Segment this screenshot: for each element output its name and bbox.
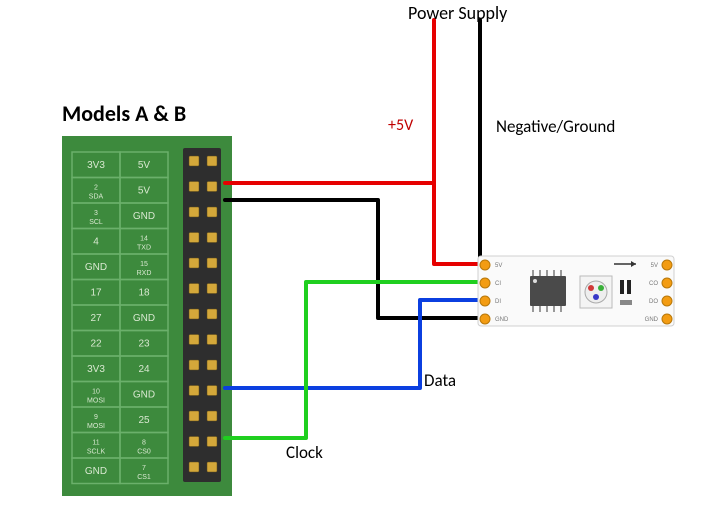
neg-ground-label: Negative/Ground [496,116,615,137]
svg-text:14: 14 [140,235,148,242]
svg-text:GND: GND [85,466,107,477]
svg-text:CS0: CS0 [137,448,151,455]
svg-text:DO: DO [649,299,658,305]
gpio-board: 3V3 5V 2 SDA 5V 3 SCL GND 4 14 TXD GND 15 RXD 17 18 27 GN… [62,136,232,496]
svg-text:MOSI: MOSI [87,423,105,430]
svg-text:11: 11 [92,439,99,446]
svg-text:GND: GND [133,313,155,324]
svg-text:22: 22 [90,338,102,349]
svg-text:9: 9 [94,414,98,421]
svg-text:SCL: SCL [89,219,103,226]
svg-text:17: 17 [90,287,102,298]
svg-text:GND: GND [495,317,509,323]
svg-text:DI: DI [495,299,501,305]
svg-text:5V: 5V [138,160,151,171]
svg-text:25: 25 [138,415,150,426]
power-supply-label: Power Supply [408,2,507,24]
svg-text:10: 10 [92,388,100,395]
svg-text:15: 15 [140,261,148,268]
svg-text:TXD: TXD [137,244,151,251]
svg-text:24: 24 [138,364,150,375]
svg-text:SCLK: SCLK [87,448,106,455]
plus5v-label: +5V [388,116,413,135]
svg-text:23: 23 [138,338,150,349]
svg-text:27: 27 [90,313,102,324]
svg-text:CS1: CS1 [137,474,151,481]
svg-text:5V: 5V [651,263,658,269]
svg-text:CI: CI [495,281,501,287]
data-label: Data [424,370,456,391]
svg-text:CO: CO [649,281,658,287]
svg-text:3: 3 [94,210,98,217]
svg-text:4: 4 [93,236,99,247]
svg-text:3V3: 3V3 [87,160,105,171]
svg-text:RXD: RXD [137,270,152,277]
svg-text:8: 8 [142,439,146,446]
svg-text:3V3: 3V3 [87,364,105,375]
svg-text:GND: GND [133,211,155,222]
led-module: 5V CI DI GND 5V CO DO GND [478,256,674,326]
svg-text:5V: 5V [495,263,502,269]
svg-text:18: 18 [138,287,150,298]
svg-text:GND: GND [133,389,155,400]
svg-text:SDA: SDA [89,193,104,200]
svg-text:7: 7 [142,465,146,472]
clock-label: Clock [286,442,323,463]
svg-text:GND: GND [85,262,107,273]
svg-text:GND: GND [645,317,659,323]
svg-text:5V: 5V [138,185,151,196]
svg-text:2: 2 [94,184,98,191]
title: Models A & B [62,100,186,127]
svg-text:MOSI: MOSI [87,397,105,404]
